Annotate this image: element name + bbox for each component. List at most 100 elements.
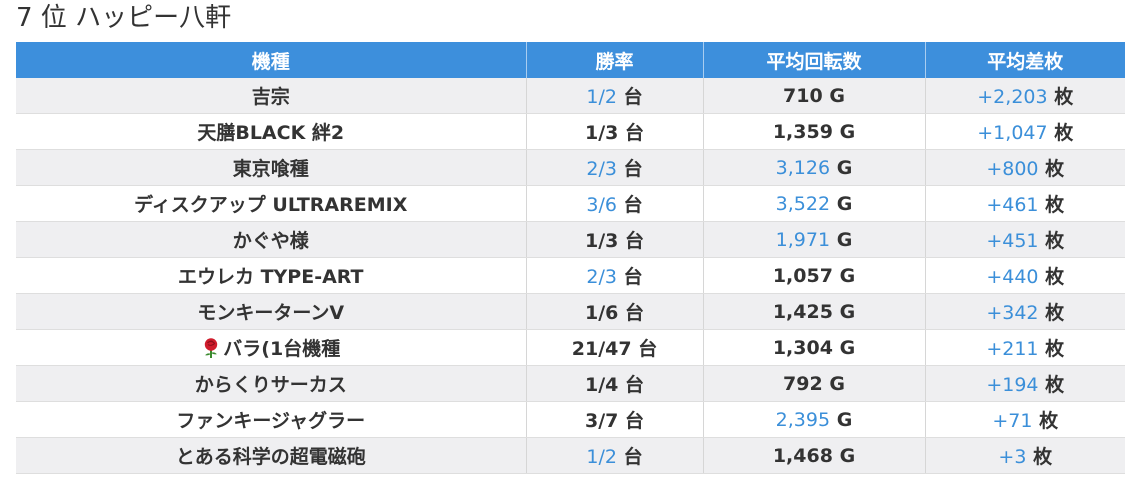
machine-name-cell: ファンキージャグラー bbox=[16, 401, 527, 438]
table-row: エウレカ TYPE-ART 2/3 台 1,057 G +440 枚 bbox=[16, 257, 1125, 294]
unit-mai: 枚 bbox=[1033, 446, 1053, 468]
avg-spins-value: 1,304 bbox=[772, 336, 833, 359]
win-rate-value: 1/2 bbox=[586, 446, 617, 468]
win-rate-value: 3/6 bbox=[586, 194, 617, 216]
win-rate-cell: 1/3 台 bbox=[526, 221, 704, 258]
avg-diff-value: +3 bbox=[998, 446, 1027, 468]
unit-dai: 台 bbox=[625, 410, 645, 432]
machine-name: かぐや様 bbox=[232, 230, 309, 252]
win-rate-value: 1/3 bbox=[584, 230, 619, 252]
unit-mai: 枚 bbox=[1045, 338, 1065, 360]
avg-diff-value: +194 bbox=[986, 374, 1039, 396]
column-header-win-rate[interactable]: 勝率 bbox=[526, 42, 704, 78]
avg-spins-cell: 710 G bbox=[703, 78, 926, 114]
avg-diff-value: +211 bbox=[986, 338, 1039, 360]
avg-spins-value: 3,522 bbox=[775, 192, 831, 215]
machine-name-cell: ディスクアップ ULTRAREMIX bbox=[16, 185, 527, 222]
column-header-avg-spins[interactable]: 平均回転数 bbox=[703, 42, 926, 78]
avg-spins-value: 1,468 bbox=[772, 444, 833, 467]
column-header-avg-diff[interactable]: 平均差枚 bbox=[925, 42, 1125, 78]
table-row: 東京喰種 2/3 台 3,126 G +800 枚 bbox=[16, 149, 1125, 186]
table-row: モンキーターンV 1/6 台 1,425 G +342 枚 bbox=[16, 293, 1125, 330]
machine-name: からくりサーカス bbox=[194, 374, 347, 396]
unit-mai: 枚 bbox=[1045, 194, 1065, 216]
avg-spins-value: 792 bbox=[783, 372, 823, 395]
win-rate-cell: 2/3 台 bbox=[526, 149, 704, 186]
win-rate-value: 21/47 bbox=[571, 338, 632, 360]
avg-spins-cell: 1,425 G bbox=[703, 293, 926, 330]
table-header-row: 機種 勝率 平均回転数 平均差枚 bbox=[16, 42, 1125, 78]
machine-name-cell: エウレカ TYPE-ART bbox=[16, 257, 527, 294]
table-row: かぐや様 1/3 台 1,971 G +451 枚 bbox=[16, 221, 1125, 258]
avg-diff-cell: +461 枚 bbox=[925, 185, 1125, 222]
avg-spins-value: 2,395 bbox=[775, 408, 831, 431]
unit-g: G bbox=[839, 264, 856, 287]
unit-dai: 台 bbox=[638, 338, 658, 360]
avg-diff-value: +451 bbox=[986, 230, 1039, 252]
machine-name: 東京喰種 bbox=[232, 158, 309, 180]
unit-dai: 台 bbox=[623, 194, 643, 216]
unit-mai: 枚 bbox=[1045, 266, 1065, 288]
unit-g: G bbox=[839, 300, 856, 323]
column-header-machine[interactable]: 機種 bbox=[16, 42, 527, 78]
avg-spins-value: 1,425 bbox=[772, 300, 833, 323]
machine-name: ディスクアップ ULTRAREMIX bbox=[134, 194, 408, 216]
avg-diff-cell: +194 枚 bbox=[925, 365, 1125, 402]
table-row: ファンキージャグラー 3/7 台 2,395 G +71 枚 bbox=[16, 401, 1125, 438]
machine-name: エウレカ TYPE-ART bbox=[177, 266, 364, 288]
unit-dai: 台 bbox=[625, 302, 645, 324]
win-rate-cell: 1/2 台 bbox=[526, 437, 704, 474]
win-rate-cell: 1/2 台 bbox=[526, 78, 704, 114]
unit-g: G bbox=[836, 192, 853, 215]
unit-g: G bbox=[839, 444, 856, 467]
machine-name-cell: バラ(1台機種 bbox=[16, 329, 527, 366]
unit-g: G bbox=[839, 120, 856, 143]
machine-name-cell: とある科学の超電磁砲 bbox=[16, 437, 527, 474]
avg-diff-value: +800 bbox=[986, 158, 1039, 180]
win-rate-value: 1/6 bbox=[584, 302, 619, 324]
unit-g: G bbox=[836, 408, 853, 431]
avg-spins-cell: 1,468 G bbox=[703, 437, 926, 474]
unit-dai: 台 bbox=[623, 446, 643, 468]
unit-mai: 枚 bbox=[1054, 86, 1074, 108]
unit-dai: 台 bbox=[623, 158, 643, 180]
unit-g: G bbox=[829, 84, 845, 107]
table-row: 吉宗 1/2 台 710 G +2,203 枚 bbox=[16, 78, 1125, 114]
avg-spins-value: 1,359 bbox=[772, 120, 833, 143]
avg-diff-value: +342 bbox=[986, 302, 1039, 324]
machine-name-cell: 天膳BLACK 絆2 bbox=[16, 113, 527, 150]
machine-name-cell: かぐや様 bbox=[16, 221, 527, 258]
table-row: とある科学の超電磁砲 1/2 台 1,468 G +3 枚 bbox=[16, 437, 1125, 474]
machine-name-cell: モンキーターンV bbox=[16, 293, 527, 330]
avg-spins-cell: 1,971 G bbox=[703, 221, 926, 258]
win-rate-cell: 1/3 台 bbox=[526, 113, 704, 150]
win-rate-value: 1/4 bbox=[584, 374, 619, 396]
avg-spins-cell: 792 G bbox=[703, 365, 926, 402]
win-rate-cell: 2/3 台 bbox=[526, 257, 704, 294]
unit-dai: 台 bbox=[625, 230, 645, 252]
unit-g: G bbox=[829, 372, 845, 395]
avg-spins-cell: 1,304 G bbox=[703, 329, 926, 366]
avg-spins-value: 3,126 bbox=[775, 156, 831, 179]
machine-name: 天膳BLACK 絆2 bbox=[197, 122, 345, 144]
avg-spins-value: 710 bbox=[783, 84, 823, 107]
avg-spins-cell: 1,359 G bbox=[703, 113, 926, 150]
avg-diff-cell: +342 枚 bbox=[925, 293, 1125, 330]
machine-ranking-table: 機種 勝率 平均回転数 平均差枚 吉宗 1/2 台 710 G +2,203 枚天膳B… bbox=[16, 42, 1125, 474]
avg-spins-cell: 3,126 G bbox=[703, 149, 926, 186]
machine-name-cell: 東京喰種 bbox=[16, 149, 527, 186]
win-rate-cell: 3/7 台 bbox=[526, 401, 704, 438]
win-rate-cell: 1/4 台 bbox=[526, 365, 704, 402]
avg-diff-value: +461 bbox=[986, 194, 1039, 216]
win-rate-cell: 1/6 台 bbox=[526, 293, 704, 330]
machine-name-cell: 吉宗 bbox=[16, 78, 527, 114]
unit-mai: 枚 bbox=[1045, 302, 1065, 324]
unit-g: G bbox=[836, 156, 853, 179]
unit-g: G bbox=[836, 228, 853, 251]
avg-spins-cell: 1,057 G bbox=[703, 257, 926, 294]
machine-name: ファンキージャグラー bbox=[176, 410, 366, 432]
unit-dai: 台 bbox=[625, 122, 645, 144]
rose-icon bbox=[205, 338, 218, 358]
machine-name: モンキーターンV bbox=[197, 302, 345, 324]
avg-spins-cell: 3,522 G bbox=[703, 185, 926, 222]
